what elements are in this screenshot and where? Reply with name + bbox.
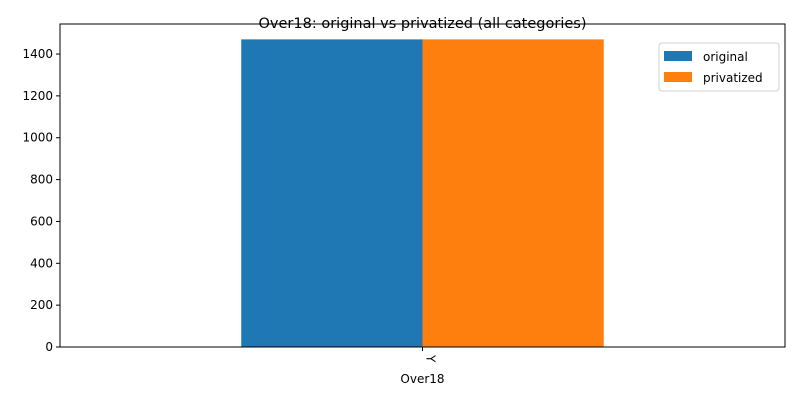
bar-original-Y bbox=[241, 39, 423, 347]
y-tick-label: 600 bbox=[30, 214, 53, 228]
x-tick-label: Y bbox=[424, 354, 438, 363]
x-axis: Y bbox=[422, 347, 438, 363]
y-tick-label: 400 bbox=[30, 256, 53, 270]
legend-swatch-original bbox=[664, 51, 692, 61]
plot-frame bbox=[59, 23, 786, 348]
y-tick-label: 0 bbox=[45, 340, 53, 354]
legend-label-privatized: privatized bbox=[703, 71, 763, 85]
x-axis-label: Over18 bbox=[400, 372, 444, 386]
y-tick-label: 800 bbox=[30, 173, 53, 187]
y-axis: 0 200 400 600 800 1000 1200 1400 bbox=[22, 47, 60, 354]
bar-privatized-Y bbox=[422, 39, 604, 347]
y-tick-label: 1200 bbox=[22, 89, 53, 103]
y-tick-label: 200 bbox=[30, 298, 53, 312]
y-tick-label: 1400 bbox=[22, 47, 53, 61]
bars-group bbox=[241, 39, 604, 347]
legend-swatch-privatized bbox=[664, 72, 692, 82]
legend-label-original: original bbox=[703, 50, 748, 64]
y-tick-label: 1000 bbox=[22, 131, 53, 145]
legend: original privatized bbox=[658, 42, 780, 92]
